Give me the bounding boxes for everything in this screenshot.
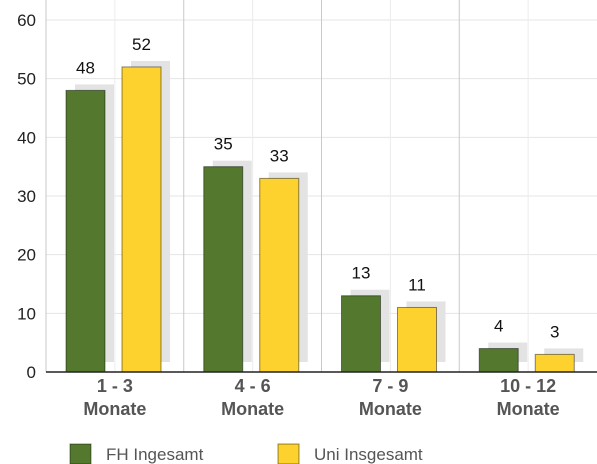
y-tick-label: 10	[17, 304, 36, 323]
data-label: 35	[214, 135, 233, 154]
x-tick-label: Monate	[221, 399, 284, 419]
bar	[259, 177, 300, 373]
x-tick-label: Monate	[83, 399, 146, 419]
x-tick-label: 4 - 6	[235, 376, 271, 396]
y-tick-label: 30	[17, 187, 36, 206]
bar	[534, 353, 575, 373]
x-tick-label: 1 - 3	[97, 376, 133, 396]
legend-swatch	[69, 443, 92, 464]
y-tick-label: 20	[17, 246, 36, 265]
y-tick-label: 0	[27, 363, 36, 382]
x-axis-ticks: 1 - 3 Monate 4 - 6 Monate 7 - 9 Monate 10 - 12…	[83, 376, 559, 419]
data-label: 48	[76, 58, 95, 77]
gridlines	[45, 0, 597, 372]
data-label: 13	[352, 264, 371, 283]
bar	[203, 166, 244, 373]
bars	[65, 66, 575, 373]
data-label: 4	[494, 317, 503, 336]
x-tick-label: Monate	[359, 399, 422, 419]
y-tick-label: 60	[17, 11, 36, 30]
y-tick-label: 40	[17, 128, 36, 147]
bar	[397, 306, 437, 373]
bar	[121, 66, 162, 373]
data-label: 11	[408, 275, 426, 294]
legend: FH Ingesamt Uni Insgesamt	[69, 443, 423, 464]
data-label: 3	[550, 322, 559, 341]
data-label: 33	[270, 146, 289, 165]
bar	[341, 295, 381, 373]
legend-label: FH Ingesamt	[106, 445, 204, 464]
bar	[65, 89, 106, 373]
bar	[478, 348, 519, 373]
y-axis-ticks: 0 10 20 30 40 50 60	[17, 11, 36, 382]
data-label: 52	[132, 35, 151, 54]
x-tick-label: 7 - 9	[372, 376, 408, 396]
x-tick-label: 10 - 12	[500, 376, 556, 396]
data-labels: 48 52 35 33 13 11 4 3	[76, 35, 559, 341]
legend-swatch	[277, 443, 300, 464]
x-tick-label: Monate	[497, 399, 560, 419]
legend-label: Uni Insgesamt	[314, 445, 423, 464]
y-tick-label: 50	[17, 70, 36, 89]
